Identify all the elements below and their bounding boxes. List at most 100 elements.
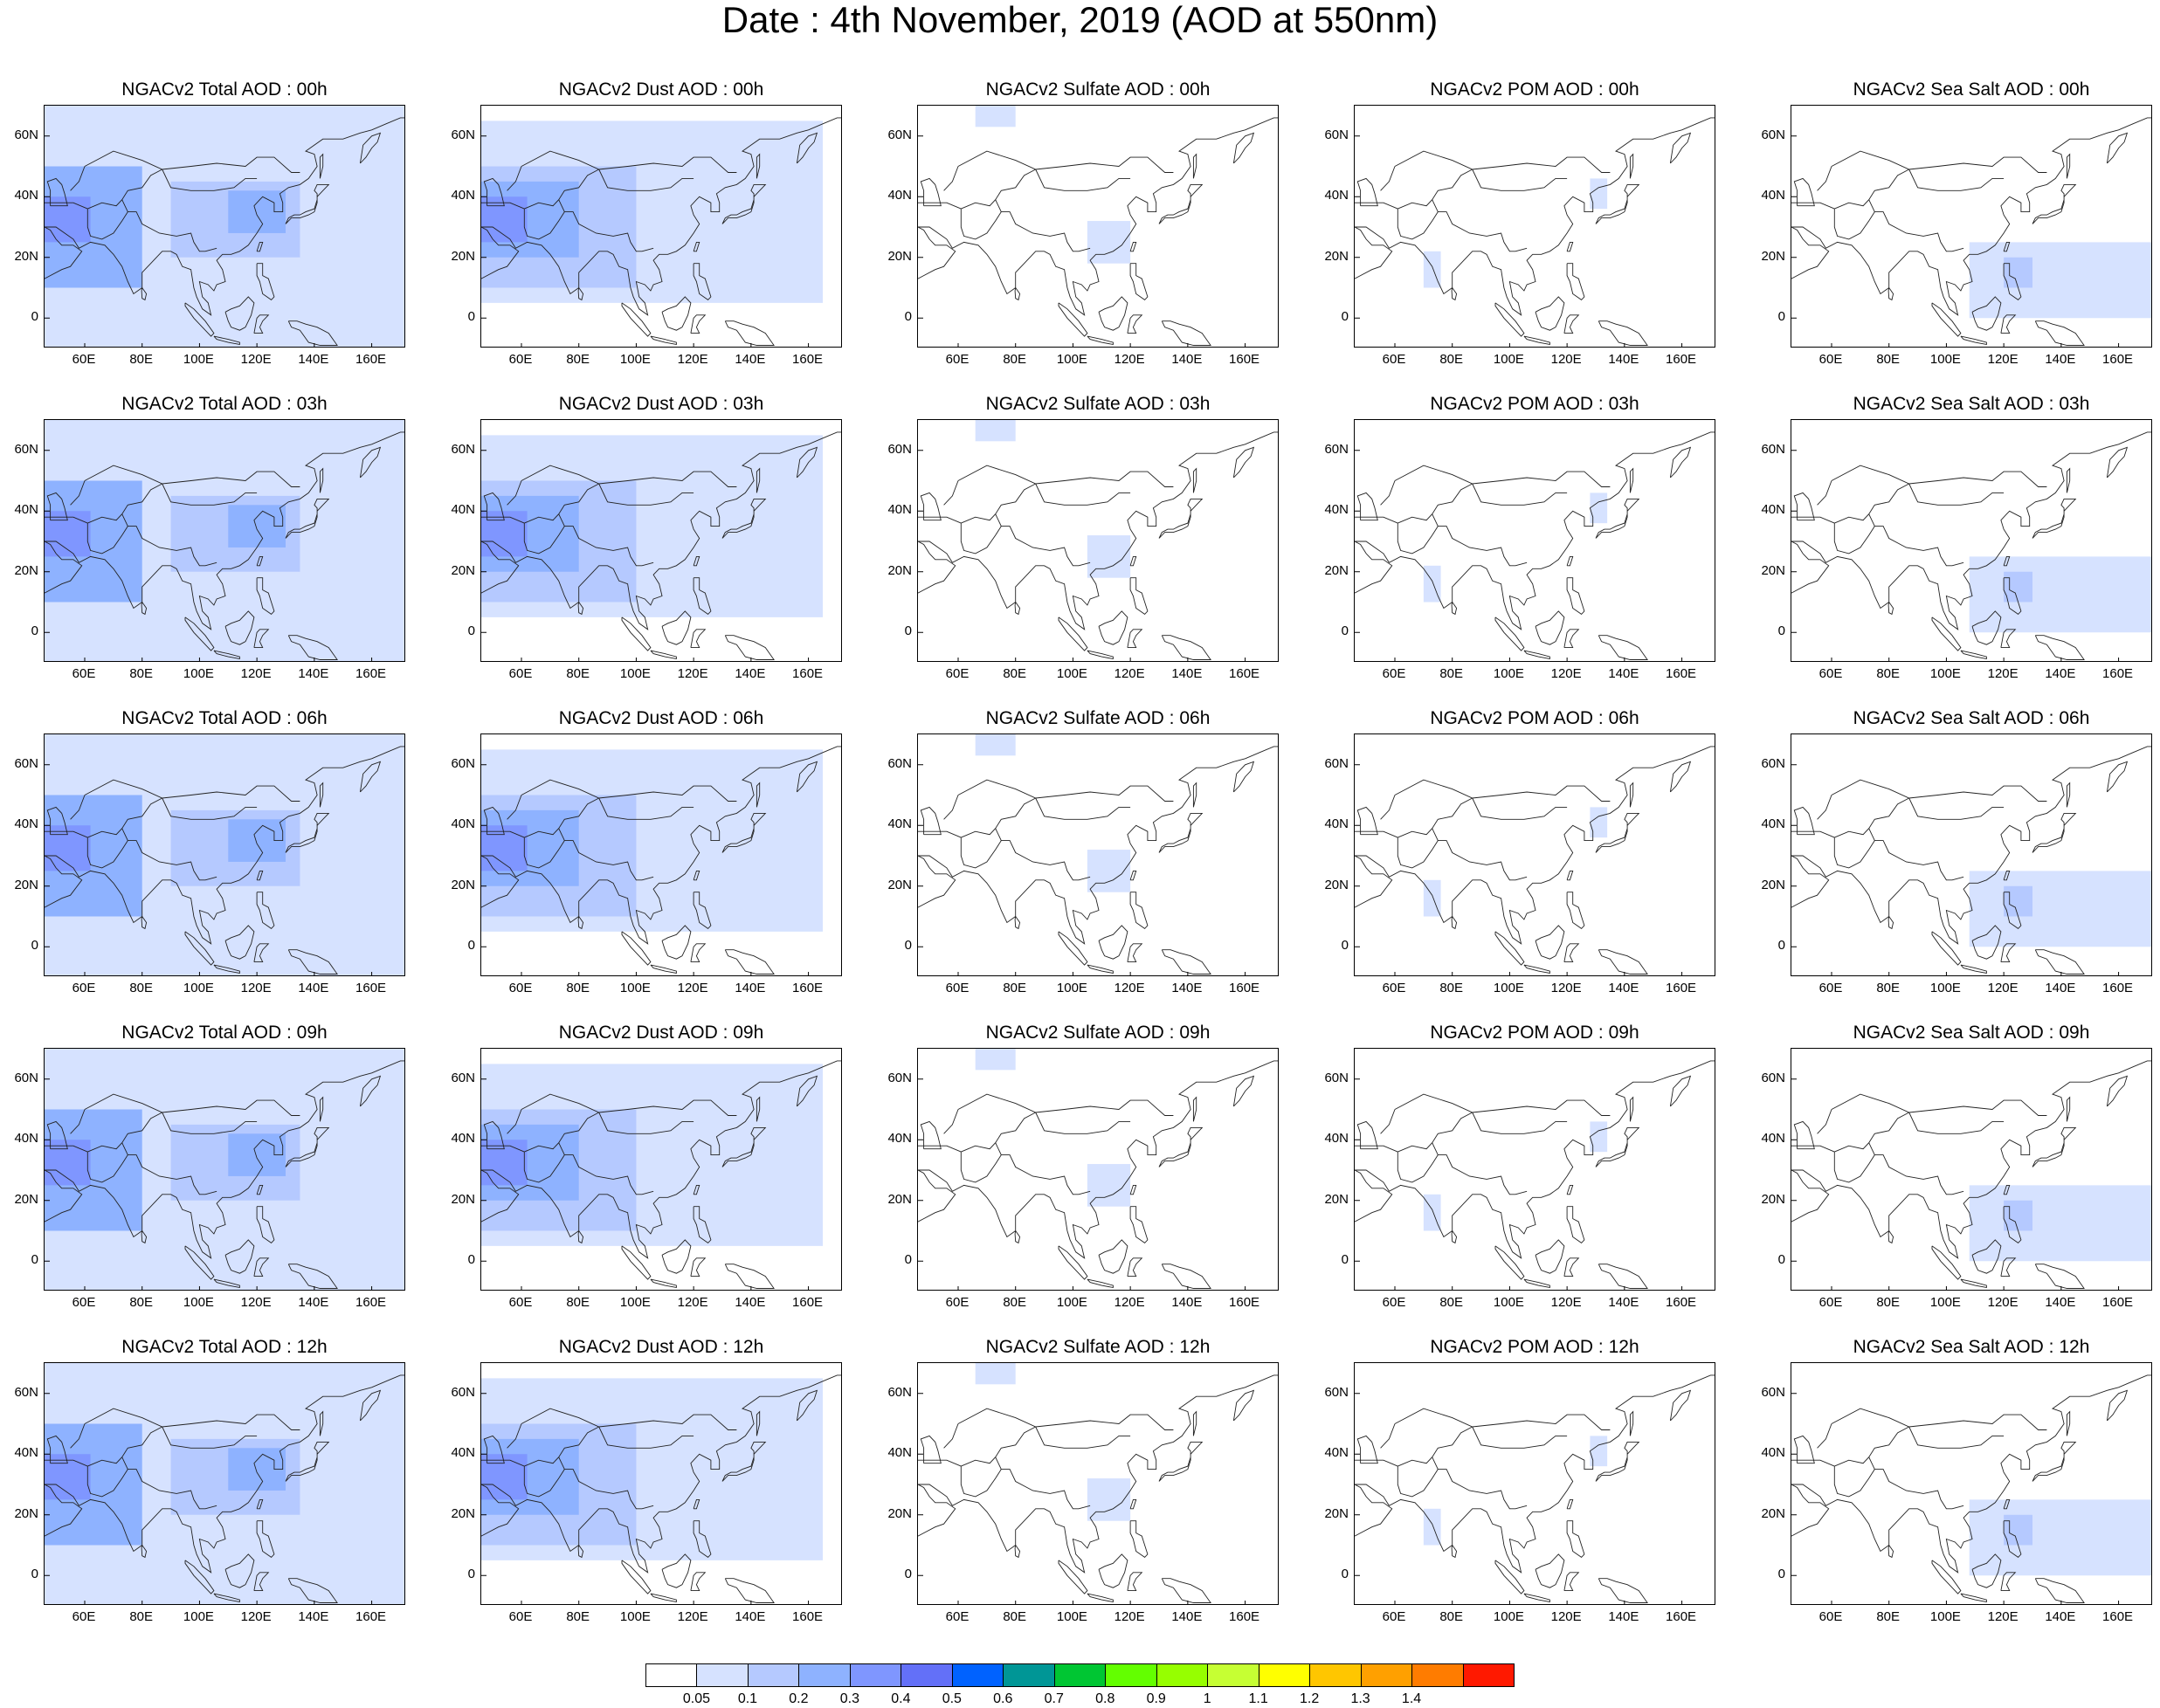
coastline xyxy=(213,964,240,975)
lat-tick-label: 20N xyxy=(1761,877,1785,892)
coastline xyxy=(481,117,841,316)
colorbar-swatch xyxy=(951,1663,1004,1687)
map-frame xyxy=(1791,419,2152,662)
lon-tick-label: 120E xyxy=(677,352,708,367)
lon-tick-label: 80E xyxy=(129,1295,154,1310)
coastline xyxy=(558,1142,654,1195)
coastline xyxy=(1158,1126,1204,1167)
coastline xyxy=(1397,1152,1439,1183)
coastline xyxy=(1380,795,1396,820)
coastline xyxy=(1868,1457,1964,1510)
coastline xyxy=(1451,602,1458,616)
coastline xyxy=(661,1239,692,1274)
lon-tick-label: 140E xyxy=(735,1295,766,1310)
coastline xyxy=(481,202,525,210)
coastline xyxy=(1566,892,1585,929)
map-frame xyxy=(917,1362,1279,1605)
coastline xyxy=(1380,1109,1396,1134)
coastline xyxy=(1629,467,1634,493)
lat-tick-label: 60N xyxy=(14,1384,38,1400)
coastline xyxy=(1931,931,1962,966)
panel-title: NGACv2 Sea Salt AOD : 12h xyxy=(1853,1337,2090,1357)
lon-tick-label: 120E xyxy=(1550,981,1582,995)
lon-tick-label: 160E xyxy=(792,1295,824,1310)
coastline xyxy=(45,1169,83,1222)
colorbar-label: 0.6 xyxy=(993,1691,1013,1706)
coastline xyxy=(524,1112,599,1153)
lat-tick-label: 60N xyxy=(14,441,38,457)
lat-tick-label: 40N xyxy=(887,502,912,518)
lon-tick-label: 60E xyxy=(508,1295,533,1310)
coastline xyxy=(483,177,505,207)
coastline xyxy=(1598,320,1648,346)
map-panel-dust: NGACv2 Dust AOD : 06h 60N 40N 20N 0 60E 80E 100… xyxy=(437,707,873,1022)
lon-tick-label: 100E xyxy=(1929,352,1961,367)
lat-tick-label: 0 xyxy=(467,623,475,639)
lon-tick-label: 120E xyxy=(1550,1609,1582,1624)
coastline xyxy=(1669,446,1692,479)
coastline xyxy=(87,483,162,524)
lon-tick-label: 80E xyxy=(1439,1295,1464,1310)
lon-tick-label: 60E xyxy=(508,666,533,681)
coastline xyxy=(690,314,707,334)
lon-tick-label: 80E xyxy=(1003,352,1027,367)
coastline xyxy=(359,761,382,793)
lon-tick-label: 60E xyxy=(945,1609,970,1624)
coastline xyxy=(1355,431,1715,630)
coastline xyxy=(961,1112,1036,1153)
coastline xyxy=(45,117,404,316)
lat-tick-label: 20N xyxy=(451,562,475,578)
coastline xyxy=(1960,1278,1987,1289)
coastline xyxy=(2106,761,2129,793)
map-panel-dust: NGACv2 Dust AOD : 00h 60N 40N 20N 0 60E 80E 100… xyxy=(437,79,873,393)
lat-tick-label: 0 xyxy=(904,623,912,639)
lat-tick-label: 20N xyxy=(1324,1505,1349,1521)
coastline xyxy=(1098,1239,1128,1274)
lon-tick-label: 160E xyxy=(1666,1609,1697,1624)
coastline xyxy=(1014,916,1021,930)
lon-tick-label: 120E xyxy=(240,1609,272,1624)
lon-tick-label: 160E xyxy=(1229,981,1260,995)
lat-tick-label: 0 xyxy=(904,938,912,954)
lon-tick-label: 60E xyxy=(1382,352,1406,367)
coastline xyxy=(86,837,128,869)
coastline xyxy=(46,1120,68,1150)
lat-tick-label: 40N xyxy=(1324,188,1349,203)
coastline xyxy=(1098,925,1128,960)
coastline xyxy=(756,1096,761,1122)
coastline xyxy=(1931,1560,1962,1594)
coastline xyxy=(1908,1426,2005,1449)
coastline xyxy=(1129,555,1137,567)
coastline xyxy=(661,296,692,331)
coastline xyxy=(1971,925,2002,960)
aod-map xyxy=(1355,117,1715,347)
coastline xyxy=(756,1410,761,1436)
coastline xyxy=(1834,483,1909,524)
aod-map xyxy=(918,420,1278,661)
coastline xyxy=(960,837,1002,869)
lat-tick-label: 40N xyxy=(887,1131,912,1147)
lon-tick-label: 120E xyxy=(240,981,272,995)
panel-title: NGACv2 Sulfate AOD : 09h xyxy=(985,1023,1211,1043)
coastline xyxy=(1158,812,1204,853)
coastline xyxy=(285,498,330,539)
coastline xyxy=(481,1145,525,1153)
coastline xyxy=(2003,892,2022,929)
coastline xyxy=(483,492,505,521)
lon-tick-label: 160E xyxy=(792,666,824,681)
coastline xyxy=(84,465,300,487)
coastline xyxy=(558,828,654,881)
coastline xyxy=(213,335,240,346)
coastline xyxy=(1833,1152,1875,1183)
lon-tick-label: 60E xyxy=(1382,981,1406,995)
coastline xyxy=(1931,1245,1962,1280)
coastline xyxy=(70,480,86,506)
lat-tick-label: 40N xyxy=(1324,1445,1349,1461)
lon-tick-label: 120E xyxy=(240,352,272,367)
coastline xyxy=(2003,1206,2022,1243)
coastline xyxy=(918,541,956,594)
coastline xyxy=(121,1142,217,1195)
lon-tick-label: 100E xyxy=(1056,666,1087,681)
lon-tick-label: 100E xyxy=(1929,666,1961,681)
lon-tick-label: 120E xyxy=(1550,352,1582,367)
